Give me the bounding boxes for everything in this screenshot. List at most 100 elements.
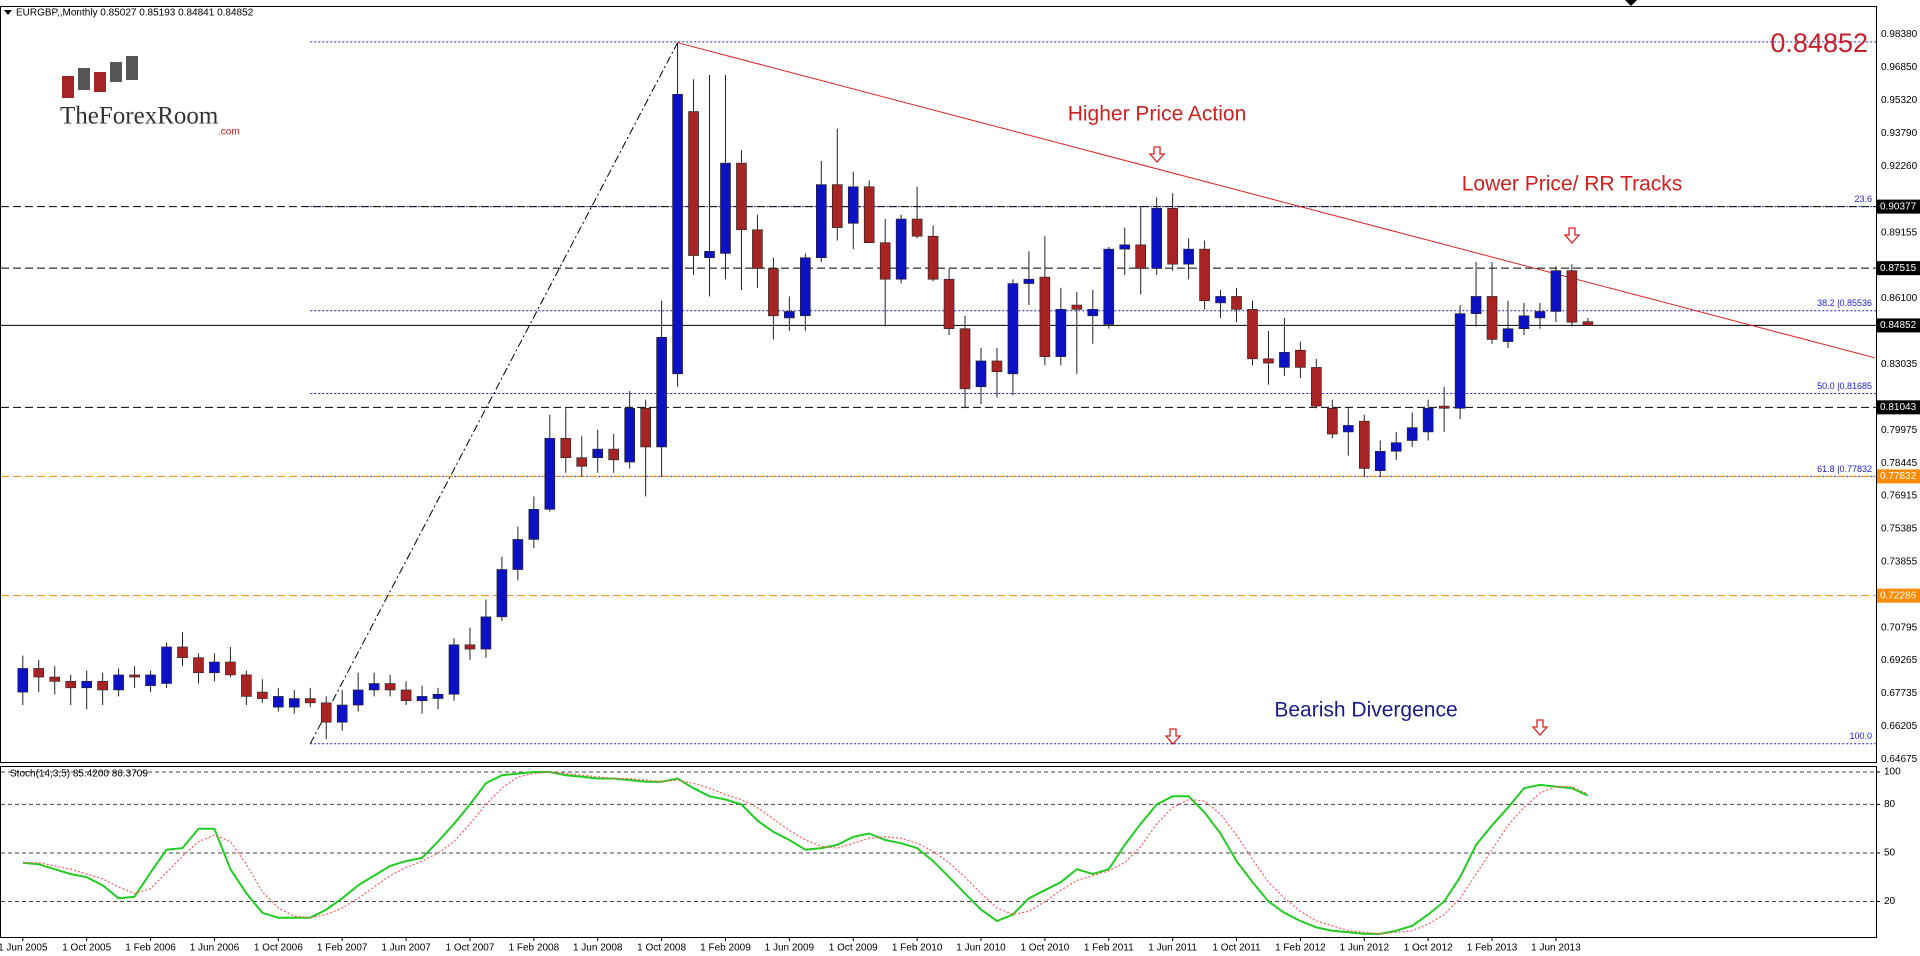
fib-label: 100.0 [1849,731,1872,741]
candle-body [704,250,715,259]
x-tick-label: 1 Feb 2009 [700,943,751,954]
fib-label: 50.0 |0.81685 [1817,381,1872,391]
x-tick-label: 1 Jun 2009 [765,943,815,954]
fib-label: 61.8 |0.77832 [1817,464,1872,474]
y-tick-label: 0.95320 [1881,95,1918,106]
y-tick-label: 0.86100 [1881,293,1918,304]
candle-body [624,407,635,463]
candle-body [1486,296,1498,340]
x-tick-label: 1 Oct 2008 [637,943,686,954]
candle-body [576,457,588,467]
x-tick-label: 1 Jun 2008 [573,943,623,954]
logo-bar [110,62,122,82]
stoch-line [22,771,1589,935]
candle-body [927,235,939,280]
y-tick-label: 0.76915 [1881,491,1918,502]
stoch-title: Stoch(14,3,5) 85.4200 86.3709 [10,769,148,780]
level-box [1877,469,1920,484]
down-arrow [1531,719,1549,736]
candle-body [863,186,875,243]
candle-body [1343,425,1354,433]
x-tick-label: 1 Jun 2011 [1148,943,1197,954]
level-box [1877,261,1920,276]
y-tick-label: 0.89155 [1881,228,1918,239]
x-tick-label: 1 Oct 2009 [829,943,878,954]
level-label: 0.81043 [1880,402,1917,413]
chart-title: EURGBP,,Monthly 0.85027 0.85193 0.84841 … [16,8,254,19]
candle-body [416,696,428,702]
x-tick-label: 1 Oct 2007 [445,943,494,954]
candle-body [1406,427,1418,441]
y-tick-label: 20 [1884,896,1896,907]
candle-body [1263,358,1274,364]
candle-body [257,691,268,699]
x-tick-label: 1 Feb 2008 [509,943,560,954]
level-label: 0.72286 [1880,590,1917,601]
x-tick-label: 1 Oct 2011 [1212,943,1261,954]
y-tick-label: 0.73855 [1881,557,1918,568]
logo-bar [126,56,138,80]
candle-body [1550,270,1562,312]
candle-body [1007,283,1019,375]
candle-body [1566,270,1578,323]
x-tick-label: 1 Oct 2005 [62,943,111,954]
trend-line [309,42,679,744]
trend-line [677,42,1876,359]
x-tick-label: 1 Oct 2006 [254,943,303,954]
annotation: Higher Price Action [1068,103,1247,126]
y-tick-label: 0.78445 [1881,458,1918,469]
y-tick-label: 0.92260 [1881,161,1918,172]
down-arrow [1563,227,1581,244]
candle-body [368,683,380,691]
candle-body [400,689,412,702]
candle-body [193,657,204,674]
candle-body [943,278,955,329]
candle-body [1390,442,1402,452]
logo-bar [62,76,74,98]
y-tick-label: 0.66205 [1881,721,1918,732]
x-tick-label: 1 Oct 2010 [1020,943,1069,954]
x-tick-label: 1 Oct 2012 [1404,943,1453,954]
x-tick-label: 1 Jun 2010 [956,943,1006,954]
candle-body [384,683,396,691]
candle-body [1454,313,1466,409]
candle-body [1135,244,1146,269]
candle-body [895,218,907,280]
x-tick-label: 1 Jun 2012 [1340,943,1390,954]
level-label: 0.77832 [1880,471,1917,482]
candle-body [736,162,747,231]
y-tick-label: 100 [1884,767,1901,778]
candle-body [1039,276,1051,357]
candle-body [1183,248,1194,265]
y-tick-label: 0.64675 [1881,754,1918,765]
candle-body [33,668,45,678]
candle-body [1167,207,1178,265]
main-panel [0,6,1877,763]
candle-body [831,184,843,228]
lines-layer [1,41,1880,903]
level-box [1877,588,1920,603]
logo-name: TheForexRoom [60,103,219,130]
level-box [1877,318,1920,333]
logo-bar [78,68,90,90]
candle-body [432,693,444,699]
candle-body [1119,244,1131,250]
y-tick-label: 0.67735 [1881,688,1918,699]
candle-body [815,184,827,259]
candle-body [991,360,1003,372]
candle-body [129,674,140,678]
y-tick-label: 80 [1884,799,1896,810]
candle-body [688,111,699,256]
y-tick-label: 0.79975 [1881,425,1918,436]
level-label: 0.87515 [1880,263,1917,274]
x-tick-label: 1 Feb 2006 [125,943,176,954]
candle-body [752,229,763,269]
y-tick-label: 0.96850 [1881,62,1918,73]
x-tick-label: 1 Jun 2005 [0,943,48,954]
candle-body [17,668,29,693]
labels-layer: 0.98380 0.96850 0.95320 0.93790 0.92260 0.891… [0,29,1920,954]
candle-body [847,186,859,224]
candle-body [352,689,364,706]
x-tick-label: 1 Jun 2006 [190,943,240,954]
